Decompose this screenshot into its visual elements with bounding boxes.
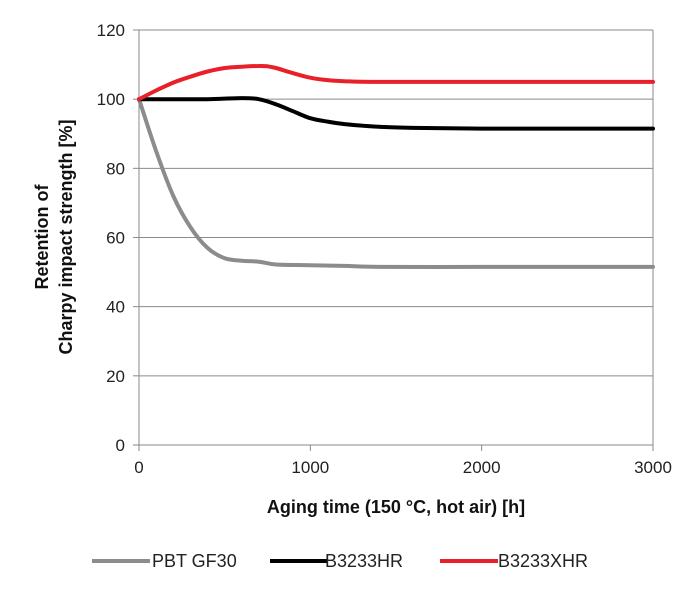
legend: PBT GF30 B3233HR B3233XHR bbox=[92, 551, 588, 571]
y-tick-label-80: 80 bbox=[106, 159, 125, 178]
series-line-b3233hr bbox=[137, 96, 655, 131]
grid-lines bbox=[133, 29, 654, 451]
y-tick-label-20: 20 bbox=[106, 367, 125, 386]
y-axis-title: Retention of Charpy impact strength [%] bbox=[32, 119, 76, 354]
legend-label-b3233hr: B3233HR bbox=[325, 551, 403, 571]
x-tick-label-0: 0 bbox=[134, 458, 143, 477]
legend-label-b3233xhr: B3233XHR bbox=[498, 551, 588, 571]
y-axis-title-line2: Charpy impact strength [%] bbox=[56, 119, 76, 354]
x-tick-label-2000: 2000 bbox=[463, 458, 501, 477]
legend-label-pbt-gf30: PBT GF30 bbox=[152, 551, 237, 571]
y-tick-label-0: 0 bbox=[116, 436, 125, 455]
y-axis-title-line1: Retention of bbox=[32, 184, 52, 290]
series-line-b3233xhr bbox=[137, 63, 655, 102]
y-tick-label-60: 60 bbox=[106, 229, 125, 248]
x-tick-label-3000: 3000 bbox=[634, 458, 672, 477]
y-tick-label-120: 120 bbox=[97, 21, 125, 40]
y-tick-labels: 0 20 40 60 80 100 120 bbox=[97, 21, 125, 455]
x-tick-label-1000: 1000 bbox=[291, 458, 329, 477]
x-axis-title: Aging time (150 °C, hot air) [h] bbox=[267, 497, 525, 517]
y-tick-label-100: 100 bbox=[97, 90, 125, 109]
series-lines bbox=[137, 63, 655, 269]
y-tick-label-40: 40 bbox=[106, 298, 125, 317]
series-line-pbt-gf30 bbox=[137, 97, 655, 269]
x-tick-labels: 0 1000 2000 3000 bbox=[134, 458, 672, 477]
